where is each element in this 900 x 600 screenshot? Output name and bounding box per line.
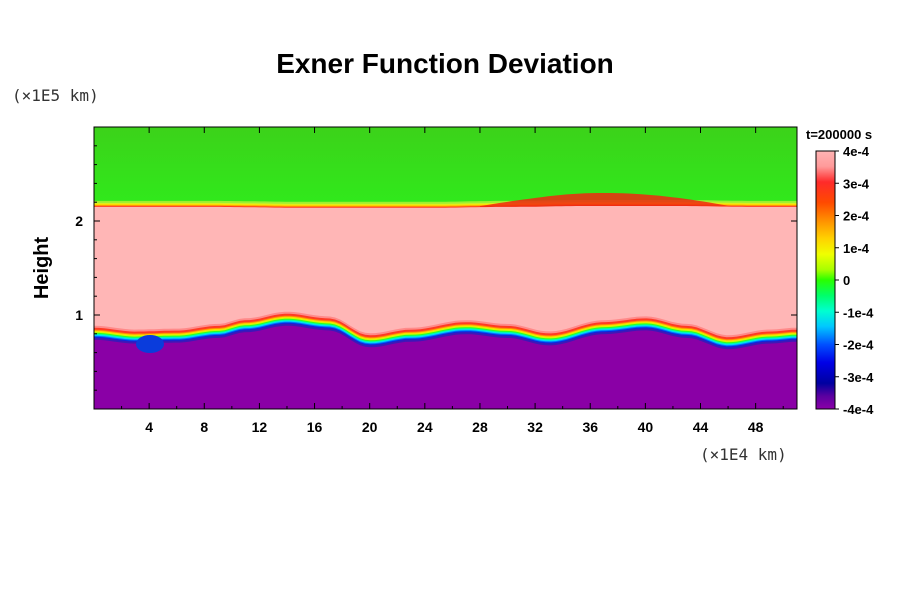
heatmap-plot-area (94, 127, 797, 409)
x-tick-label: 4 (145, 419, 153, 435)
colorbar-tick-label: -4e-4 (843, 402, 874, 417)
upper-red-bulge (479, 193, 729, 208)
x-tick-label: 44 (693, 419, 709, 435)
x-tick-label: 16 (307, 419, 323, 435)
x-tick-label: 48 (748, 419, 764, 435)
x-tick-label: 12 (252, 419, 268, 435)
x-tick-label: 40 (638, 419, 654, 435)
colorbar-tick-label: 1e-4 (843, 241, 870, 256)
plot-frame (93, 126, 798, 410)
y-tick-label: 1 (75, 307, 83, 323)
y-unit-label: (×1E5 km) (12, 86, 99, 105)
colorbar-tick-label: -2e-4 (843, 338, 874, 353)
x-tick-label: 20 (362, 419, 378, 435)
lower-interface-bands (94, 311, 797, 409)
x-tick-label: 32 (527, 419, 543, 435)
y-axis-ticks: 12 (75, 145, 797, 391)
x-tick-label: 28 (472, 419, 488, 435)
x-axis-ticks: 4 8 12 16 20 24 28 32 36 40 44 48 (121, 127, 784, 435)
colorbar-ticks: 4e-4 3e-4 2e-4 1e-4 0 -1e-4 -2e-4 -3e-4 -4e-4 (835, 144, 874, 417)
colorbar-tick-label: -3e-4 (843, 370, 874, 385)
colorbar-tick-label: 2e-4 (843, 209, 870, 224)
chart-title: Exner Function Deviation (276, 48, 614, 79)
colorbar-tick-label: 4e-4 (843, 144, 870, 159)
lower-band-11 (94, 325, 797, 409)
x-unit-label: (×1E4 km) (700, 445, 787, 464)
time-label: t=200000 s (806, 127, 872, 142)
x-tick-label: 24 (417, 419, 433, 435)
y-axis-label: Height (31, 237, 53, 300)
colorbar-tick-label: 3e-4 (843, 176, 870, 191)
y-tick-label: 2 (75, 213, 83, 229)
x-tick-label: 8 (200, 419, 208, 435)
colorbar (815, 150, 836, 410)
colorbar-tick-label: -1e-4 (843, 305, 874, 320)
x-tick-label: 36 (582, 419, 598, 435)
blue-anomaly (136, 335, 164, 353)
colorbar-tick-label: 0 (843, 273, 850, 288)
